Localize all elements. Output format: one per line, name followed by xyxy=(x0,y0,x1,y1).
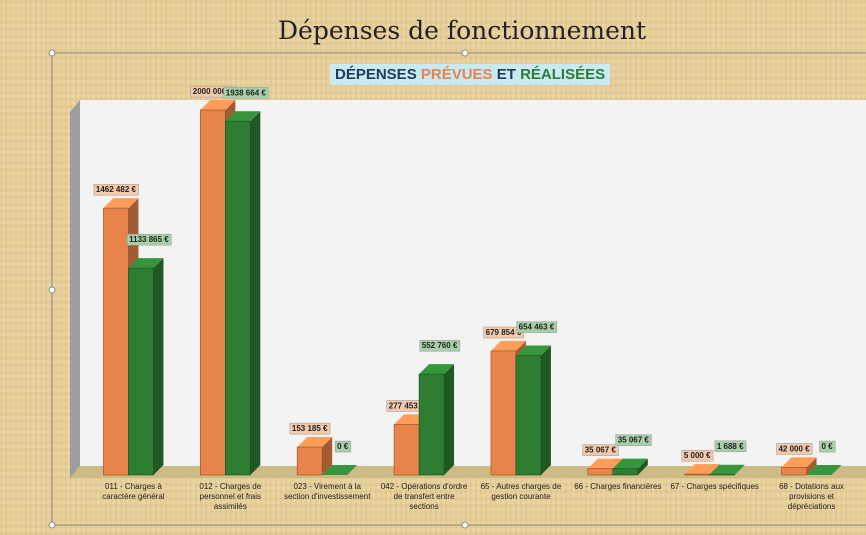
bar-front xyxy=(515,355,542,476)
data-label: 654 463 € xyxy=(519,323,555,332)
bar-top xyxy=(103,198,139,209)
subtitle-joiner: ET xyxy=(496,66,516,83)
data-label-box xyxy=(819,440,836,453)
data-label-box xyxy=(776,443,813,455)
data-label: 1938 664 € xyxy=(226,88,267,97)
data-label: 42 000 € xyxy=(778,444,810,453)
bar xyxy=(296,437,333,476)
bar-front xyxy=(128,267,154,476)
bar xyxy=(322,465,358,475)
data-label-box xyxy=(419,339,461,352)
side-wall xyxy=(70,100,80,478)
bar-top xyxy=(200,100,236,110)
x-tick-label: 023 - Virement à la section d'investisse… xyxy=(283,482,371,501)
data-label: 1 688 € xyxy=(717,442,744,451)
data-label-box xyxy=(289,422,331,435)
x-tick-label: 65 - Autres charges de gestion courante xyxy=(480,482,562,501)
bar-front xyxy=(418,373,445,476)
bar xyxy=(225,111,261,476)
data-label: 0 € xyxy=(337,442,349,451)
bar-top xyxy=(709,464,745,475)
legend-entry: PRÉVUES xyxy=(420,66,493,83)
bar-front xyxy=(612,468,639,476)
data-label: 277 453 € xyxy=(389,401,425,410)
data-label-box xyxy=(582,444,619,456)
data-label: 552 760 € xyxy=(422,341,458,350)
bar-top xyxy=(515,345,551,356)
bar-top xyxy=(612,458,648,469)
data-label-box xyxy=(681,449,714,462)
bar xyxy=(128,258,164,476)
bar xyxy=(709,464,745,476)
data-label-box xyxy=(223,87,269,99)
bar xyxy=(781,457,817,476)
bar-top xyxy=(684,464,720,475)
bar-side xyxy=(806,457,817,475)
bar-front xyxy=(393,424,420,476)
x-tick-label: 012 - Charges de personnel et frais assi… xyxy=(199,482,262,511)
x-tick-label: 67 - Charges spécifiques xyxy=(670,482,759,491)
bar-top xyxy=(490,340,526,351)
chart-title: Dépenses de fonctionnement xyxy=(277,16,647,45)
handles xyxy=(48,49,469,529)
data-label-box xyxy=(615,434,652,446)
bar-top xyxy=(225,111,261,122)
bar xyxy=(418,364,455,476)
bar-front xyxy=(103,207,129,476)
bar-front xyxy=(684,473,710,476)
data-label: 1133 865 € xyxy=(129,235,169,244)
data-label: 679 854 € xyxy=(486,328,522,337)
data-label: 35 067 € xyxy=(585,446,617,455)
bar-top xyxy=(806,465,842,475)
x-tick-label: 011 - Charges à caractère général xyxy=(102,482,165,501)
bar-side xyxy=(540,345,551,475)
bar-top xyxy=(297,437,333,448)
bar xyxy=(684,464,720,476)
back-wall xyxy=(80,100,866,466)
bar-top xyxy=(587,458,623,469)
bar-top xyxy=(322,465,358,475)
data-label-box xyxy=(516,321,558,333)
bar-front xyxy=(200,109,226,476)
x-tick-label: 68 - Dotations aux provisions et dépréci… xyxy=(779,482,845,511)
bar-side xyxy=(322,437,333,475)
data-label-box xyxy=(126,233,172,246)
data-label-box xyxy=(334,440,352,453)
bar xyxy=(806,465,842,475)
bar-top xyxy=(128,258,164,269)
data-label: 0 € xyxy=(822,442,834,451)
legend-entry: RÉALISÉES xyxy=(520,66,606,83)
data-label: 2000 000 € xyxy=(193,87,234,96)
bar-side xyxy=(444,364,455,475)
data-label: 35 067 € xyxy=(618,436,650,445)
data-label: 5 000 € xyxy=(684,451,711,460)
x-tick-label: 66 - Charges financières xyxy=(574,482,662,491)
bar-front xyxy=(587,468,614,476)
chart-subtitle: DÉPENSES PRÉVUES ET RÉALISÉES xyxy=(330,64,611,85)
bar-front xyxy=(781,467,807,476)
bar-front xyxy=(296,446,323,476)
floor xyxy=(70,466,866,478)
data-label-box xyxy=(714,440,747,453)
data-label-box xyxy=(93,183,139,196)
x-tick-label: 042 - Opérations d'ordre de transfert en… xyxy=(380,482,468,511)
bar-top xyxy=(419,364,455,375)
bar xyxy=(515,345,551,476)
bar-side xyxy=(250,111,261,475)
bar xyxy=(612,458,648,476)
bar-front xyxy=(225,120,251,476)
data-label: 1462 482 € xyxy=(96,185,137,194)
bar-side xyxy=(734,464,745,475)
subtitle-prefix: DÉPENSES xyxy=(335,66,417,83)
bar-top xyxy=(781,457,817,468)
data-label: 153 185 € xyxy=(292,424,328,433)
bar-front xyxy=(490,350,517,476)
bar-side xyxy=(153,258,164,475)
bar-side xyxy=(637,458,648,475)
